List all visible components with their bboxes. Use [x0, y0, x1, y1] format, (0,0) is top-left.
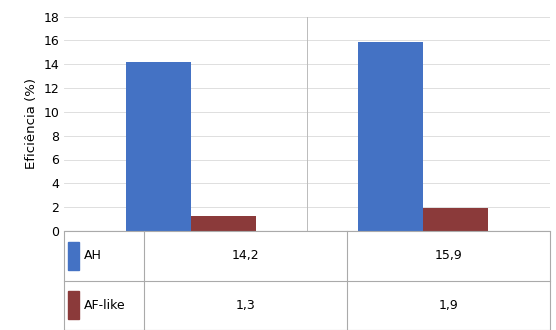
Text: AH: AH — [85, 249, 102, 262]
Text: AF-like: AF-like — [85, 299, 126, 312]
Text: 15,9: 15,9 — [435, 249, 463, 262]
Bar — [68, 291, 78, 319]
Bar — [423, 208, 488, 231]
Bar — [68, 242, 78, 270]
Text: 1,9: 1,9 — [439, 299, 459, 312]
Bar — [127, 62, 191, 231]
Y-axis label: Eficiência (%): Eficiência (%) — [24, 78, 38, 169]
Bar — [191, 215, 256, 231]
Text: 1,3: 1,3 — [236, 299, 256, 312]
Text: 14,2: 14,2 — [232, 249, 260, 262]
Bar — [358, 42, 423, 231]
